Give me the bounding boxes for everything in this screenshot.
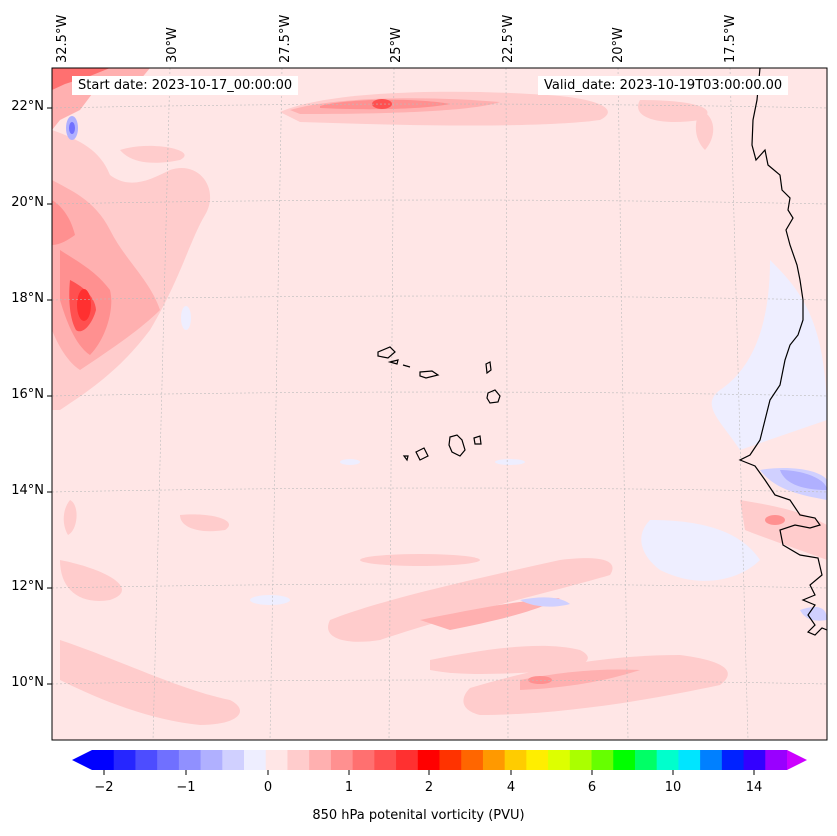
colorbar-cell: [613, 750, 636, 770]
colorbar-title: 850 hPa potenital vorticity (PVU): [312, 808, 525, 823]
valid-date-label: Valid_date: 2023-10-19T03:00:00.00: [538, 76, 789, 95]
colorbar-cell: [461, 750, 484, 770]
colorbar-cell: [417, 750, 440, 770]
colorbar-cell: [374, 750, 397, 770]
colorbar-tick-label: 4: [506, 780, 516, 795]
colorbar-cell: [265, 750, 288, 770]
colorbar-cell: [678, 750, 701, 770]
colorbar-tick-label: 2: [424, 780, 434, 795]
colorbar-cell: [700, 750, 723, 770]
colorbar-cell: [287, 750, 310, 770]
colorbar-cell: [569, 750, 593, 770]
lat-label-10n: 10°N: [11, 675, 44, 690]
vorticity-field: [52, 68, 827, 725]
lon-label-25w: 25°W: [389, 27, 404, 63]
colorbar-cell: [113, 750, 136, 770]
colorbar-tick-label: −1: [176, 780, 196, 795]
colorbar-tick-label: 6: [587, 780, 597, 795]
colorbar-cell: [656, 750, 679, 770]
colorbar-cell: [244, 750, 267, 770]
colorbar-under-arrow: [72, 750, 92, 770]
lon-label-17-5w: 17.5°W: [723, 14, 738, 63]
lat-label-20n: 20°N: [11, 195, 44, 210]
colorbar-cell: [222, 750, 245, 770]
cabo-verde-islands: [377, 346, 501, 462]
colorbar-cell: [548, 750, 571, 770]
colorbar-cell: [482, 750, 506, 770]
map-background-field: [52, 68, 827, 740]
colorbar-cell: [526, 750, 549, 770]
colorbar-cell: [178, 750, 202, 770]
colorbar-cell: [504, 750, 527, 770]
colorbar: [72, 750, 807, 775]
colorbar-tick-label: −2: [94, 780, 114, 795]
colorbar-cell: [721, 750, 745, 770]
colorbar-cell: [352, 750, 375, 770]
colorbar-cell: [330, 750, 354, 770]
lon-label-22-5w: 22.5°W: [501, 14, 516, 63]
colorbar-tick-label: 10: [664, 780, 682, 795]
colorbar-tick-label: 0: [263, 780, 273, 795]
colorbar-over-arrow: [787, 750, 807, 770]
colorbar-cell: [396, 750, 419, 770]
lat-label-16n: 16°N: [11, 387, 44, 402]
colorbar-tick-label: 1: [344, 780, 354, 795]
colorbar-cell: [743, 750, 766, 770]
lon-label-20w: 20°W: [611, 27, 626, 63]
map-frame: [51, 67, 828, 741]
colorbar-cell: [200, 750, 223, 770]
colorbar-cell: [439, 750, 462, 770]
lat-label-14n: 14°N: [11, 483, 44, 498]
lon-label-32-5w: 32.5°W: [55, 14, 70, 63]
axis-ticks: [47, 107, 52, 685]
colorbar-cell: [309, 750, 332, 770]
lon-label-27-5w: 27.5°W: [278, 14, 293, 63]
lat-label-12n: 12°N: [11, 579, 44, 594]
coastline: [738, 67, 828, 636]
colorbar-cell: [135, 750, 158, 770]
lat-label-18n: 18°N: [11, 291, 44, 306]
colorbar-cell: [92, 750, 115, 770]
lon-label-30w: 30°W: [165, 27, 180, 63]
colorbar-cell: [157, 750, 180, 770]
start-date-label: Start date: 2023-10-17_00:00:00: [72, 76, 299, 95]
colorbar-cell: [591, 750, 614, 770]
colorbar-cell: [765, 750, 788, 770]
lat-label-22n: 22°N: [11, 99, 44, 114]
colorbar-tick-label: 14: [745, 780, 763, 795]
graticule: [51, 67, 828, 741]
colorbar-cell: [634, 750, 658, 770]
